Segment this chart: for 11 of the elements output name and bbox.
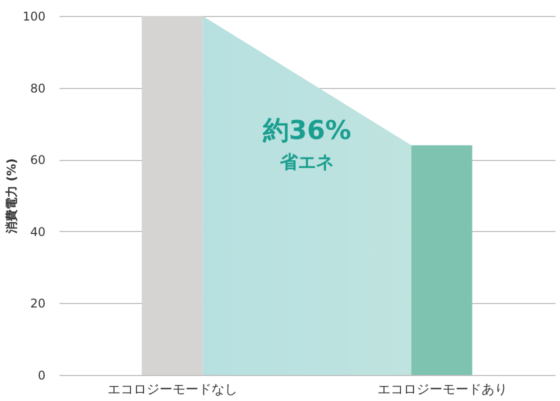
y-tick-label: 100 <box>22 10 46 24</box>
y-axis-title: 消費電力 (%) <box>4 158 19 235</box>
y-tick-label: 0 <box>38 368 46 382</box>
y-tick-label: 80 <box>30 81 46 96</box>
x-tick-label: エコロジーモードなし <box>108 382 238 398</box>
annotation: 約36% <box>262 116 352 146</box>
y-tick-label: 60 <box>30 153 46 168</box>
y-tick-label: 20 <box>30 296 46 311</box>
x-tick-label: エコロジーモードあり <box>377 382 508 398</box>
y-tick-label: 40 <box>30 224 46 239</box>
annotation: 省エネ <box>279 152 334 174</box>
